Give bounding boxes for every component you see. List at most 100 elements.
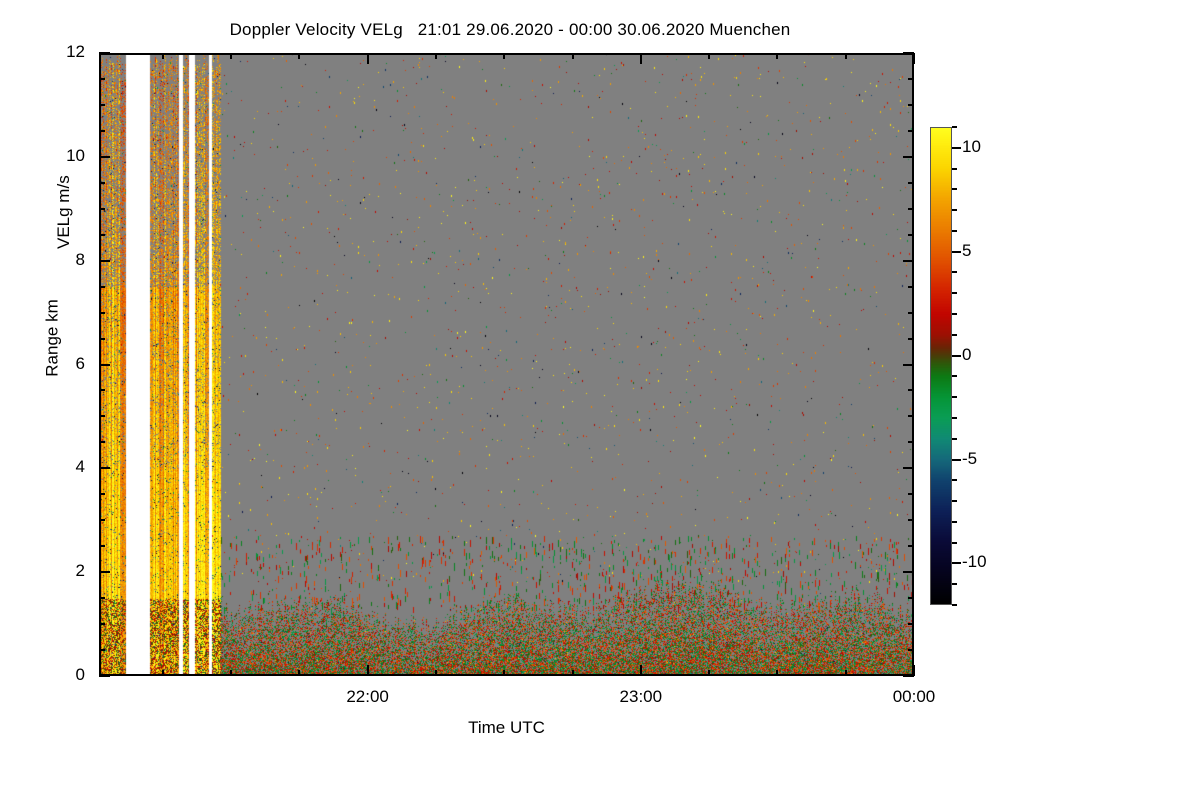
y-tick-major bbox=[903, 155, 914, 158]
y-tick-major bbox=[903, 363, 914, 366]
x-tick-minor bbox=[298, 670, 301, 676]
x-tick-major bbox=[366, 665, 369, 676]
x-tick-minor bbox=[298, 53, 301, 59]
colorbar-tick-label: -10 bbox=[962, 552, 987, 572]
y-tick-minor bbox=[908, 103, 914, 106]
y-tick-minor bbox=[908, 311, 914, 314]
colorbar-tick-minor bbox=[952, 292, 957, 295]
x-axis-label: Time UTC bbox=[468, 718, 545, 737]
x-tick-minor bbox=[571, 53, 574, 59]
y-tick-minor bbox=[99, 233, 105, 236]
colorbar-tick-minor bbox=[952, 167, 957, 170]
colorbar-tick-minor bbox=[952, 209, 957, 212]
colorbar-tick-minor bbox=[952, 313, 957, 316]
y-tick-minor bbox=[908, 597, 914, 600]
colorbar-tick-major bbox=[952, 146, 961, 149]
colorbar-tick-label: 0 bbox=[962, 344, 972, 364]
colorbar-tick-minor bbox=[952, 437, 957, 440]
colorbar-tick-minor bbox=[952, 416, 957, 419]
x-tick-minor bbox=[161, 53, 164, 59]
y-tick-major bbox=[903, 675, 914, 677]
y-tick-minor bbox=[99, 623, 105, 626]
y-tick-minor bbox=[908, 181, 914, 184]
y-tick-minor bbox=[908, 233, 914, 236]
y-tick-minor bbox=[908, 207, 914, 210]
y-tick-minor bbox=[99, 337, 105, 340]
x-tick-minor bbox=[776, 53, 779, 59]
plot-axes[interactable]: 0 2 4 6 8 10 12 22:00 23:00 00:00 Range km Time … bbox=[43, 42, 936, 737]
y-tick-minor bbox=[99, 311, 105, 314]
colorbar-tick-minor bbox=[952, 583, 957, 586]
doppler-velocity-heatmap[interactable] bbox=[99, 53, 914, 676]
x-tick-label: 22:00 bbox=[346, 687, 389, 706]
x-tick-major bbox=[639, 665, 642, 676]
y-tick-major bbox=[99, 52, 110, 54]
colorbar-gradient bbox=[930, 127, 952, 605]
y-tick-label: 4 bbox=[75, 457, 85, 477]
y-tick-minor bbox=[908, 623, 914, 626]
y-tick-minor bbox=[908, 441, 914, 444]
x-tick-major bbox=[366, 53, 369, 64]
colorbar-tick-label: -5 bbox=[962, 448, 978, 468]
colorbar-tick-minor bbox=[952, 126, 957, 128]
colorbar-tick-major bbox=[952, 250, 961, 253]
x-tick-minor bbox=[434, 670, 437, 676]
y-tick-minor bbox=[99, 441, 105, 444]
y-tick-minor bbox=[99, 129, 105, 132]
colorbar-tick-minor bbox=[952, 541, 957, 544]
colorbar-label: VELg m/s bbox=[54, 175, 73, 249]
y-tick-minor bbox=[99, 181, 105, 184]
y-tick-label: 8 bbox=[75, 249, 85, 269]
y-tick-minor bbox=[99, 597, 105, 600]
y-tick-minor bbox=[99, 389, 105, 392]
colorbar[interactable]: 10 5 0 -5 -10 bbox=[930, 126, 987, 606]
y-tick-major bbox=[99, 675, 110, 677]
y-tick-major bbox=[903, 52, 914, 54]
y-tick-minor bbox=[99, 519, 105, 522]
axis-spine-top bbox=[99, 53, 914, 55]
y-axis-label: Range km bbox=[42, 299, 62, 377]
x-tick-minor bbox=[161, 670, 164, 676]
x-tick-minor bbox=[844, 670, 847, 676]
y-tick-major bbox=[99, 467, 110, 470]
y-tick-minor bbox=[99, 545, 105, 548]
y-tick-major bbox=[99, 259, 110, 262]
colorbar-tick-minor bbox=[952, 479, 957, 482]
y-tick-minor bbox=[99, 207, 105, 210]
colorbar-tick-minor bbox=[952, 271, 957, 274]
x-tick-minor bbox=[503, 53, 506, 59]
y-tick-minor bbox=[908, 649, 914, 652]
colorbar-tick-minor bbox=[952, 604, 957, 606]
y-tick-minor bbox=[908, 415, 914, 418]
y-tick-label: 10 bbox=[66, 145, 85, 165]
y-tick-minor bbox=[908, 545, 914, 548]
y-tick-minor bbox=[908, 493, 914, 496]
colorbar-tick-minor bbox=[952, 333, 957, 336]
colorbar-tick-minor bbox=[952, 229, 957, 232]
y-tick-label: 12 bbox=[66, 42, 85, 61]
y-tick-minor bbox=[908, 129, 914, 132]
colorbar-tick-minor bbox=[952, 396, 957, 399]
y-tick-minor bbox=[99, 77, 105, 80]
colorbar-tick-minor bbox=[952, 375, 957, 378]
y-tick-label: 6 bbox=[75, 353, 85, 373]
colorbar-tick-major bbox=[952, 458, 961, 461]
y-tick-minor bbox=[99, 415, 105, 418]
y-tick-label: 0 bbox=[75, 665, 85, 684]
colorbar-tick-major bbox=[952, 354, 961, 357]
y-tick-major bbox=[99, 571, 110, 574]
x-tick-major bbox=[913, 665, 915, 676]
x-tick-minor bbox=[708, 53, 711, 59]
colorbar-tick-label: 5 bbox=[962, 240, 972, 260]
y-tick-minor bbox=[908, 77, 914, 80]
x-tick-major bbox=[913, 53, 915, 64]
y-tick-minor bbox=[99, 493, 105, 496]
x-tick-minor bbox=[571, 670, 574, 676]
x-tick-minor bbox=[230, 670, 233, 676]
plot-title: Doppler Velocity VELg 21:01 29.06.2020 -… bbox=[229, 20, 791, 39]
x-tick-minor bbox=[844, 53, 847, 59]
x-tick-label: 23:00 bbox=[619, 687, 663, 706]
colorbar-tick-minor bbox=[952, 520, 957, 523]
y-tick-major bbox=[903, 259, 914, 262]
